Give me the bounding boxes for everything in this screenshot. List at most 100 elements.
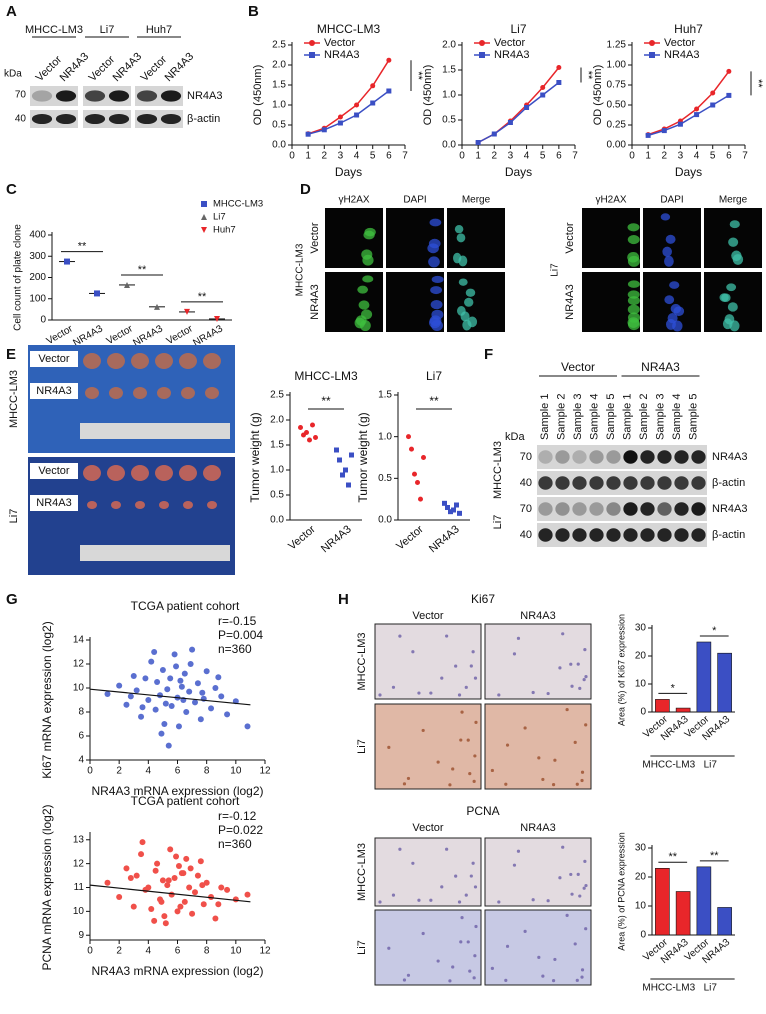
band	[640, 450, 655, 464]
point	[159, 667, 166, 673]
fit-line	[89, 688, 251, 706]
cell	[431, 275, 444, 284]
x-tick-label: 10	[230, 766, 242, 777]
y-tick-label: 2.0	[270, 415, 284, 426]
nucleus	[391, 893, 396, 897]
nucleus	[553, 957, 557, 962]
point	[158, 730, 165, 737]
cell	[431, 320, 443, 331]
significance: **	[198, 291, 207, 303]
point	[192, 699, 198, 706]
x-tick-label: NR4A3	[427, 523, 462, 555]
point	[212, 915, 219, 922]
bar	[696, 866, 712, 936]
point	[174, 908, 181, 915]
nucleus	[578, 894, 582, 898]
cell	[627, 234, 640, 245]
cell	[358, 300, 370, 310]
label-box	[30, 351, 78, 367]
lane-label: NR4A3	[58, 51, 92, 85]
cell	[429, 218, 442, 227]
point	[133, 872, 140, 879]
x-tick-label: 5	[710, 151, 716, 162]
group-label: Vector	[561, 360, 595, 374]
point	[127, 874, 134, 881]
y-tick-label: 0.0	[378, 515, 392, 526]
nucleus	[473, 885, 478, 889]
y-tick-label: 1.25	[607, 40, 627, 51]
image-border	[374, 837, 482, 907]
y-axis-label: Tumor weight (g)	[248, 412, 262, 502]
image-border	[374, 909, 482, 986]
marker	[540, 92, 546, 98]
nucleus	[436, 760, 440, 764]
point	[154, 860, 161, 867]
nucleus	[406, 776, 411, 781]
cell-line: Li7	[100, 24, 115, 36]
legend-marker	[479, 40, 485, 46]
y-tick-label: 13	[73, 834, 85, 845]
point	[104, 691, 111, 697]
point	[148, 905, 155, 912]
point	[167, 846, 174, 853]
y-tick-label: 0.0	[270, 515, 284, 526]
nucleus	[578, 686, 582, 690]
significance: **	[138, 264, 147, 276]
chart-title: TCGA patient cohort	[131, 599, 240, 613]
x-tick-label: 2	[116, 946, 122, 957]
x-tick-label: 10	[230, 946, 242, 957]
point	[161, 913, 168, 920]
row-label: Li7	[356, 739, 368, 754]
marker	[448, 509, 453, 515]
nucleus	[468, 969, 472, 973]
marker	[214, 315, 220, 322]
cell	[456, 233, 466, 243]
x-tick-label: 0	[459, 151, 465, 162]
point	[167, 675, 174, 682]
lane-label: Vector	[87, 53, 118, 84]
marker	[346, 482, 351, 488]
y-tick-label: 1.0	[442, 90, 456, 101]
y-tick-label: 30	[635, 623, 647, 634]
point	[183, 709, 190, 715]
marker	[386, 88, 392, 94]
nucleus	[580, 770, 585, 774]
point	[197, 858, 204, 865]
marker	[726, 68, 732, 74]
cell-line: Li7	[8, 509, 20, 524]
nucleus	[464, 685, 468, 689]
point	[175, 863, 182, 870]
nucleus	[473, 676, 478, 680]
nucleus	[457, 900, 462, 904]
lane-label: NR4A3	[163, 51, 197, 85]
x-tick-label: 2	[116, 766, 122, 777]
nucleus	[402, 978, 407, 982]
marker	[475, 140, 481, 145]
nucleus	[584, 675, 588, 679]
marker	[337, 457, 342, 463]
nucleus	[398, 847, 402, 851]
cell	[719, 293, 729, 302]
marker	[677, 121, 683, 127]
ihc-image	[375, 910, 481, 985]
x-tick-label: 12	[259, 766, 271, 777]
x-tick-label: Vector	[45, 323, 76, 347]
cell	[664, 255, 674, 267]
nucleus	[406, 973, 411, 977]
point	[181, 670, 188, 677]
y-tick-label: 2.0	[442, 40, 456, 51]
point	[151, 917, 158, 924]
channel-label: γH2AX	[338, 195, 369, 206]
nucleus	[490, 768, 494, 773]
row-label: Li7	[356, 940, 368, 955]
nucleus	[471, 650, 475, 654]
x-tick-label: 3	[678, 151, 684, 162]
nucleus	[472, 779, 476, 783]
sample-label: Sample 1	[621, 394, 633, 440]
line	[647, 94, 730, 137]
x-tick-label: 2	[322, 151, 328, 162]
image-border	[484, 703, 592, 790]
tumor	[135, 501, 145, 509]
nucleus	[565, 913, 569, 917]
x-tick-label: 6	[726, 151, 732, 162]
